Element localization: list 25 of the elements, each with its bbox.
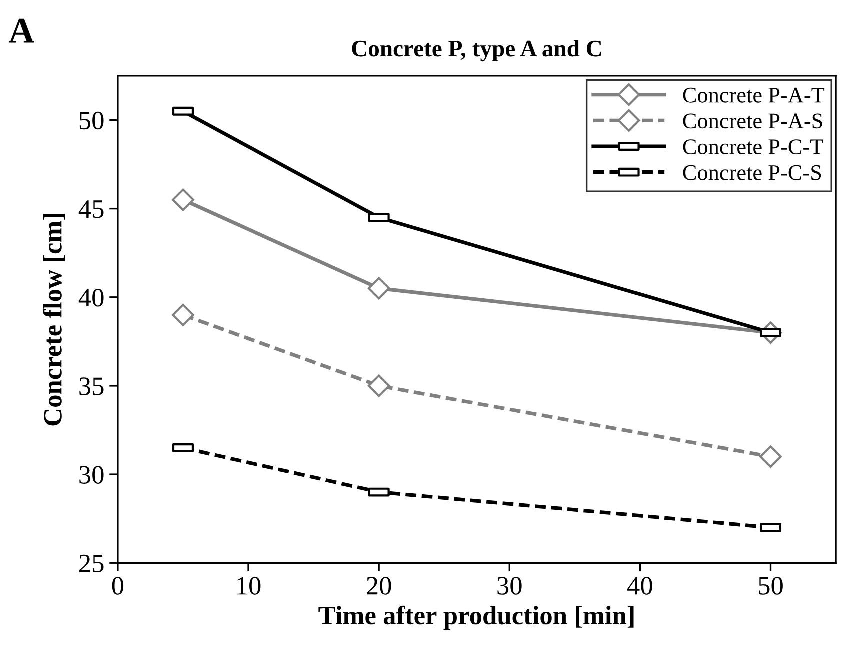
x-tick-label: 50 — [759, 577, 783, 595]
x-tick-label: 40 — [628, 577, 652, 595]
x-tick-label: 20 — [367, 577, 392, 595]
point — [172, 304, 194, 326]
y-axis-title: Concrete flow [cm] — [43, 214, 66, 426]
y-tick-label: 30 — [80, 466, 104, 484]
point — [172, 188, 194, 212]
point — [368, 277, 390, 300]
legend-label: Concrete P-A-S — [683, 114, 822, 129]
legend-label: Concrete P-C-S — [683, 165, 822, 180]
y-tick-label: 50 — [80, 112, 104, 130]
y-tick-label: 40 — [78, 289, 104, 307]
text: A — [8, 18, 34, 43]
legend-label: Concrete P-C-T — [683, 140, 824, 155]
y-tick-label: 45 — [78, 200, 104, 218]
x-tick-label: 0 — [112, 577, 124, 595]
y-tick-label: 35 — [80, 378, 104, 396]
point — [368, 374, 390, 398]
x-axis-title: Time after production [min] — [318, 606, 634, 630]
x-tick-label: 30 — [498, 577, 522, 595]
legend-label: Concrete P-A-T — [683, 88, 825, 103]
point — [760, 446, 782, 468]
x-tick-label: 10 — [238, 577, 261, 595]
chart-title: Concrete P, type A and C — [352, 40, 602, 62]
y-tick-label: 25 — [80, 554, 104, 573]
